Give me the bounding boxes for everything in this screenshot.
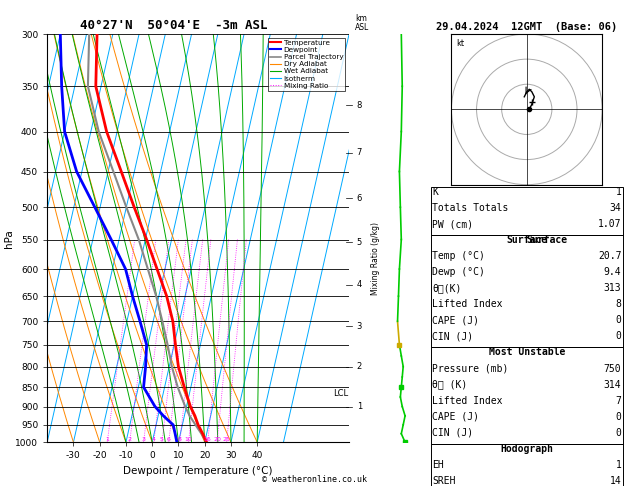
Text: 16: 16 [204,437,211,442]
Legend: Temperature, Dewpoint, Parcel Trajectory, Dry Adiabat, Wet Adiabat, Isotherm, Mi: Temperature, Dewpoint, Parcel Trajectory… [268,37,345,91]
Text: CAPE (J): CAPE (J) [432,315,479,326]
Text: 1: 1 [616,187,621,197]
Text: 1: 1 [616,460,621,470]
Text: Dewp (°C): Dewp (°C) [432,267,485,278]
Text: Temp (°C): Temp (°C) [432,251,485,261]
Text: 6: 6 [357,194,362,203]
Text: Most Unstable: Most Unstable [489,347,565,358]
Text: 40°27'N  50°04'E  -3m ASL: 40°27'N 50°04'E -3m ASL [81,19,268,33]
Text: 313: 313 [604,283,621,294]
Text: 0: 0 [616,428,621,438]
Text: 20.7: 20.7 [598,251,621,261]
Text: 5: 5 [357,238,362,246]
Text: 2: 2 [128,437,131,442]
Text: 34: 34 [610,203,621,213]
Text: 1: 1 [105,437,109,442]
Text: EH: EH [432,460,444,470]
Text: Hodograph: Hodograph [500,444,554,454]
Text: 8: 8 [178,437,182,442]
Text: 25: 25 [223,437,231,442]
Text: 3: 3 [142,437,145,442]
Text: 14: 14 [610,476,621,486]
Text: CIN (J): CIN (J) [432,428,473,438]
Text: Surface: Surface [506,235,547,245]
Text: Totals Totals: Totals Totals [432,203,508,213]
Text: 9.4: 9.4 [604,267,621,278]
Text: 7: 7 [357,148,362,157]
Text: 5: 5 [160,437,164,442]
Text: 0: 0 [616,412,621,422]
Text: PW (cm): PW (cm) [432,219,473,229]
Text: K: K [432,187,438,197]
X-axis label: Dewpoint / Temperature (°C): Dewpoint / Temperature (°C) [123,466,273,476]
Text: 4: 4 [152,437,156,442]
Text: Lifted Index: Lifted Index [432,299,503,310]
Text: 0: 0 [616,315,621,326]
Text: 3: 3 [357,322,362,330]
Text: CIN (J): CIN (J) [432,331,473,342]
Text: 7: 7 [616,396,621,406]
Text: LCL: LCL [333,389,348,398]
Text: 2: 2 [357,362,362,371]
Y-axis label: hPa: hPa [4,229,14,247]
Text: km
ASL: km ASL [355,14,370,32]
Text: 750: 750 [604,364,621,374]
Text: 6: 6 [167,437,170,442]
Text: kt: kt [457,39,465,48]
Text: CAPE (J): CAPE (J) [432,412,479,422]
Text: 1.07: 1.07 [598,219,621,229]
Text: 4: 4 [357,280,362,289]
Text: 8: 8 [357,101,362,110]
Text: 314: 314 [604,380,621,390]
Text: 29.04.2024  12GMT  (Base: 06): 29.04.2024 12GMT (Base: 06) [436,21,618,32]
Text: θᴄ(K): θᴄ(K) [432,283,462,294]
Text: 20: 20 [213,437,221,442]
Text: SREH: SREH [432,476,455,486]
Text: Pressure (mb): Pressure (mb) [432,364,508,374]
Text: Lifted Index: Lifted Index [432,396,503,406]
Text: 0: 0 [616,331,621,342]
Text: Surface: Surface [526,235,568,245]
Text: Mixing Ratio (g/kg): Mixing Ratio (g/kg) [371,222,380,295]
Text: θᴄ (K): θᴄ (K) [432,380,467,390]
Text: 10: 10 [185,437,192,442]
Text: © weatheronline.co.uk: © weatheronline.co.uk [262,474,367,484]
Text: 8: 8 [616,299,621,310]
Text: 1: 1 [357,402,362,411]
